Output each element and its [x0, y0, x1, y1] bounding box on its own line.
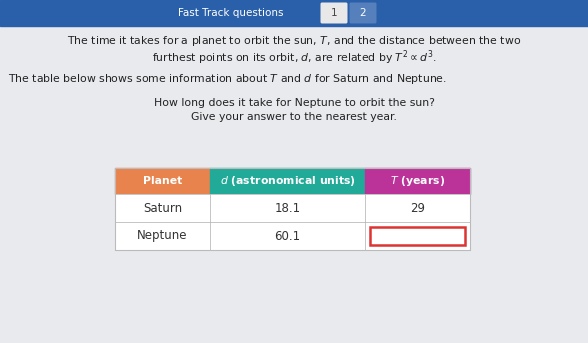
Text: 1: 1: [330, 8, 338, 18]
Bar: [115, 168, 470, 250]
Text: furthest points on its orbit, $d$, are related by $T^2 \propto d^3$.: furthest points on its orbit, $d$, are r…: [152, 48, 436, 67]
Text: How long does it take for Neptune to orbit the sun?: How long does it take for Neptune to orb…: [153, 98, 435, 108]
Text: $d$ (astronomical units): $d$ (astronomical units): [219, 174, 356, 188]
Text: $T$ (years): $T$ (years): [390, 174, 445, 188]
Text: Fast Track questions: Fast Track questions: [178, 8, 283, 18]
Text: Neptune: Neptune: [137, 229, 188, 243]
FancyBboxPatch shape: [320, 2, 348, 24]
Bar: [210, 168, 365, 194]
Text: 60.1: 60.1: [275, 229, 300, 243]
Bar: [0, 0, 588, 26]
Bar: [370, 227, 465, 245]
Text: The table below shows some information about $T$ and $d$ for Saturn and Neptune.: The table below shows some information a…: [8, 72, 447, 86]
Bar: [115, 168, 210, 194]
Text: Saturn: Saturn: [143, 201, 182, 214]
Text: 2: 2: [360, 8, 366, 18]
FancyBboxPatch shape: [349, 2, 376, 24]
Text: 18.1: 18.1: [275, 201, 300, 214]
Bar: [115, 222, 470, 250]
Text: Planet: Planet: [143, 176, 182, 186]
Text: Give your answer to the nearest year.: Give your answer to the nearest year.: [191, 112, 397, 122]
Bar: [115, 194, 470, 222]
Bar: [365, 168, 470, 194]
Text: 29: 29: [410, 201, 425, 214]
Text: The time it takes for a planet to orbit the sun, $T$, and the distance between t: The time it takes for a planet to orbit …: [67, 34, 521, 48]
